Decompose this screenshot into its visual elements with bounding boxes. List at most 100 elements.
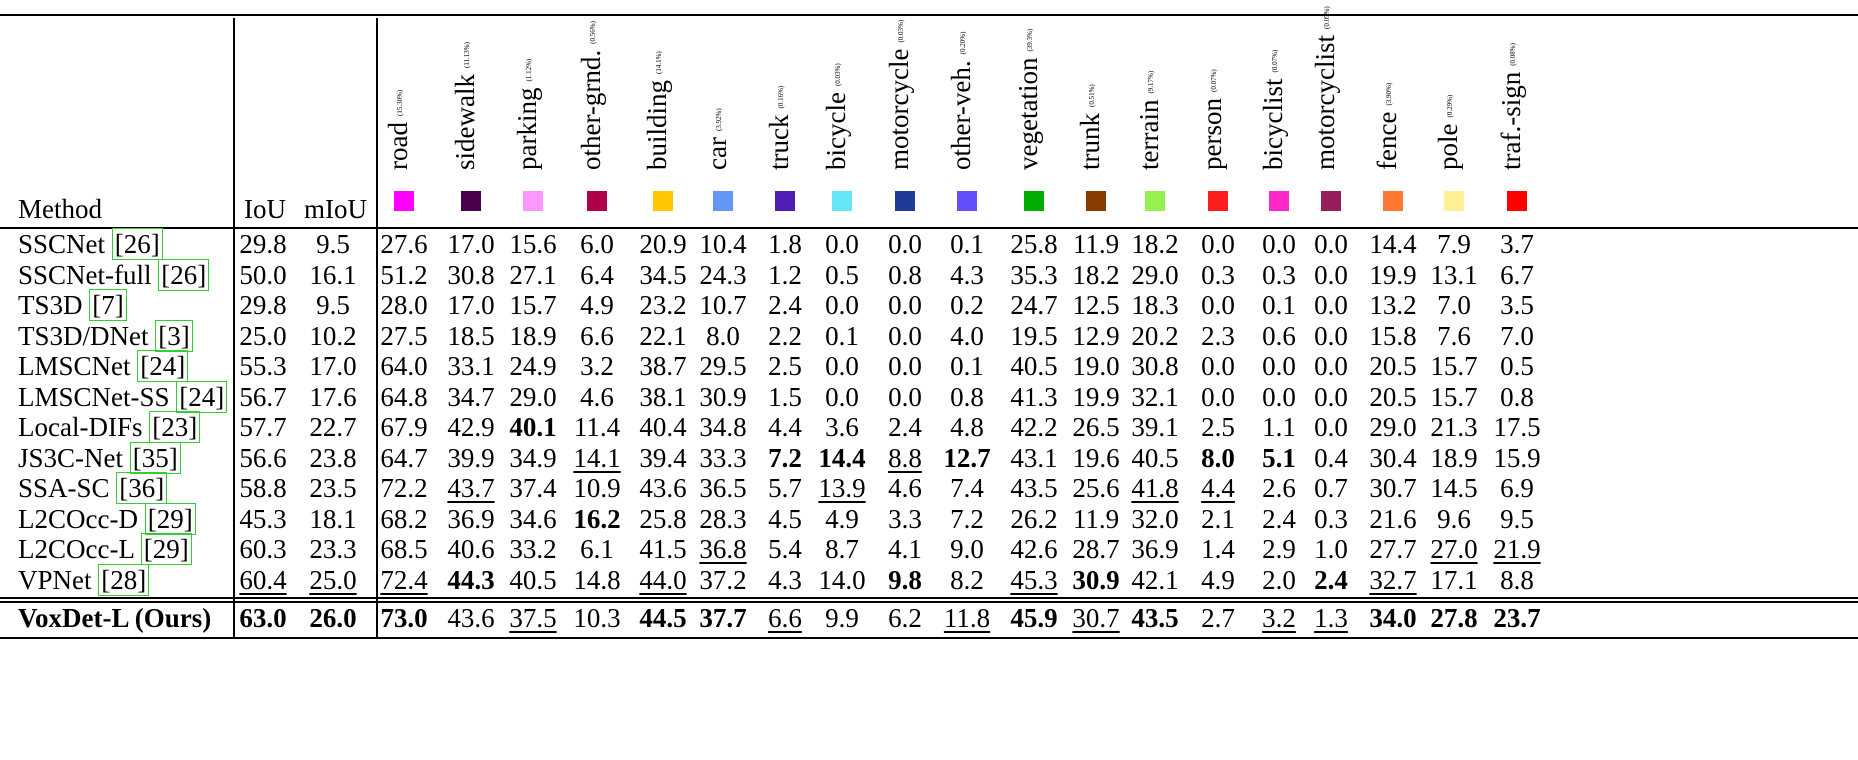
class-iou-value: 0.0 [825, 351, 859, 381]
class-frequency: (39.3%) [1026, 28, 1034, 52]
class-iou-value: 40.1 [509, 412, 557, 442]
citation-link[interactable]: [29] [144, 503, 196, 535]
method-name: VPNet [28] [18, 564, 150, 596]
class-iou-value: 13.1 [1430, 260, 1478, 290]
class-color-swatch [713, 191, 733, 211]
citation-link[interactable]: [24] [176, 381, 228, 413]
method-label: SSA-SC [18, 473, 110, 503]
method-name: SSCNet [26] [18, 228, 163, 260]
class-iou-value: 34.6 [509, 504, 557, 534]
class-iou-value: 0.0 [825, 382, 859, 412]
class-iou-value: 0.0 [1314, 351, 1348, 381]
class-iou-value: 7.0 [1500, 321, 1534, 351]
class-color-swatch [1507, 191, 1527, 211]
citation-link[interactable]: [26] [158, 259, 210, 291]
class-header-car: car (3.92%) [702, 108, 732, 170]
class-iou-value: 12.7 [943, 443, 991, 473]
citation-link[interactable]: [7] [89, 289, 127, 321]
bottom-rule [0, 637, 1858, 639]
citation-link[interactable]: [36] [116, 472, 168, 504]
class-iou-value: 30.9 [1072, 565, 1120, 595]
class-color-swatch [1269, 191, 1289, 211]
class-iou-value: 32.7 [1369, 565, 1417, 595]
method-name: TS3D/DNet [3] [18, 320, 193, 352]
method-name: VoxDet-L (Ours) [18, 605, 211, 632]
class-iou-value: 20.2 [1131, 321, 1179, 351]
class-iou-value: 44.3 [447, 565, 495, 595]
class-iou-value: 4.3 [768, 565, 802, 595]
class-iou-value: 26.5 [1072, 412, 1120, 442]
class-iou-value: 39.4 [639, 443, 687, 473]
miou-value: 9.5 [316, 229, 350, 259]
method-label: L2COcc-L [18, 534, 134, 564]
class-iou-value: 38.1 [639, 382, 687, 412]
class-name: trunk [1075, 113, 1105, 170]
class-iou-value: 4.8 [950, 412, 984, 442]
class-iou-value: 0.0 [1201, 229, 1235, 259]
class-iou-value: 22.1 [639, 321, 687, 351]
citation-link[interactable]: [23] [149, 411, 201, 443]
citation-link[interactable]: [35] [129, 442, 181, 474]
class-iou-value: 0.0 [1314, 382, 1348, 412]
class-iou-value: 40.5 [1010, 351, 1058, 381]
miou-value: 23.3 [309, 534, 357, 564]
class-iou-value: 12.9 [1072, 321, 1120, 351]
class-iou-value: 21.9 [1493, 534, 1541, 564]
class-iou-value: 36.5 [699, 473, 747, 503]
class-iou-value: 68.2 [380, 504, 428, 534]
class-name: terrain [1134, 99, 1164, 170]
class-frequency: (11.13%) [463, 42, 471, 69]
class-iou-value: 2.4 [768, 290, 802, 320]
method-column-rule [233, 18, 235, 637]
method-header: Method [18, 194, 102, 224]
class-iou-value: 14.4 [1369, 229, 1417, 259]
citation-link[interactable]: [29] [140, 533, 192, 565]
class-name: parking [512, 87, 542, 170]
class-iou-value: 4.9 [825, 504, 859, 534]
class-iou-value: 6.9 [1500, 473, 1534, 503]
citation-link[interactable]: [28] [98, 564, 150, 596]
class-iou-value: 10.9 [573, 473, 621, 503]
class-frequency: (3.92%) [715, 108, 723, 132]
class-iou-value: 72.4 [380, 565, 428, 595]
miou-value: 25.0 [309, 565, 357, 595]
class-iou-value: 0.6 [1262, 321, 1296, 351]
citation-link[interactable]: [26] [111, 228, 163, 260]
class-header-fence: fence (3.90%) [1372, 83, 1402, 170]
class-iou-value: 0.0 [1314, 229, 1348, 259]
class-header-trafsign: traf.-sign (0.08%) [1496, 43, 1526, 170]
class-frequency: (0.51%) [1088, 84, 1096, 107]
class-color-swatch [394, 191, 414, 211]
class-iou-value: 20.5 [1369, 382, 1417, 412]
class-iou-value: 6.2 [888, 603, 922, 633]
class-frequency: (0.16%) [777, 85, 785, 109]
class-color-swatch [653, 191, 673, 211]
class-frequency: (1.12%) [525, 58, 533, 82]
class-name: sidewalk [450, 74, 480, 170]
class-iou-value: 41.5 [639, 534, 687, 564]
class-iou-value: 24.3 [699, 260, 747, 290]
class-name: road [383, 122, 413, 170]
class-iou-value: 0.0 [825, 229, 859, 259]
class-iou-value: 0.0 [1314, 290, 1348, 320]
class-color-swatch [587, 191, 607, 211]
class-iou-value: 0.5 [825, 260, 859, 290]
class-name: other-veh. [946, 60, 976, 170]
class-iou-value: 9.5 [1500, 504, 1534, 534]
miou-value: 23.5 [309, 473, 357, 503]
class-color-swatch [1321, 191, 1341, 211]
class-iou-value: 28.3 [699, 504, 747, 534]
class-iou-value: 27.7 [1369, 534, 1417, 564]
class-iou-value: 3.2 [580, 351, 614, 381]
class-iou-value: 37.5 [509, 603, 557, 633]
class-iou-value: 15.9 [1493, 443, 1541, 473]
class-iou-value: 18.3 [1131, 290, 1179, 320]
miou-value: 17.6 [309, 382, 357, 412]
citation-link[interactable]: [3] [155, 320, 193, 352]
class-iou-value: 7.4 [950, 473, 984, 503]
class-iou-value: 0.0 [888, 290, 922, 320]
class-iou-value: 0.0 [1201, 351, 1235, 381]
iou-value: 50.0 [239, 260, 287, 290]
class-iou-value: 14.8 [573, 565, 621, 595]
citation-link[interactable]: [24] [137, 350, 189, 382]
